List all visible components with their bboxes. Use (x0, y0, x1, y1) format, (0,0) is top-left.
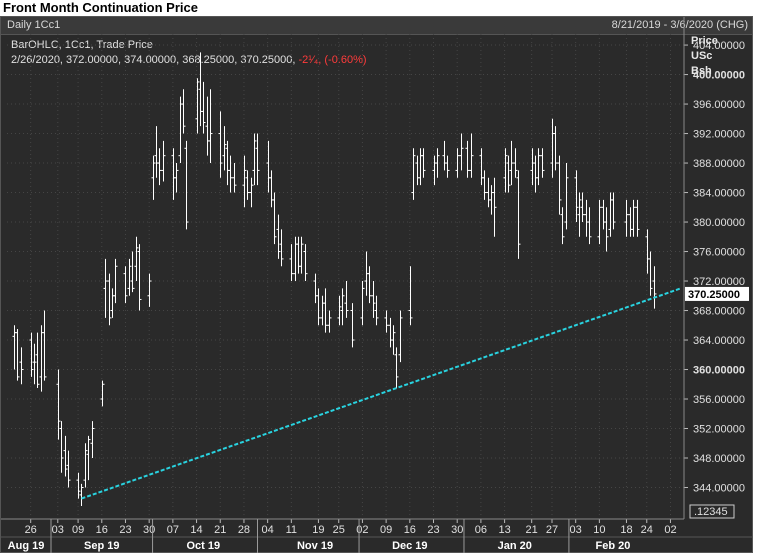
axis-unit-label: Price USc Bsh (691, 34, 718, 79)
legend-ohlc-values: 2/26/2020, 372.00000, 374.00000, 368.250… (11, 54, 296, 66)
legend-change: -2¹⁄₄, (-0.60%) (298, 54, 367, 66)
date-range-label: 8/21/2019 - 3/6/2020 (CHG) (611, 19, 748, 31)
axis-unit-line: Bsh (691, 65, 712, 77)
legend-values: 2/26/2020, 372.00000, 374.00000, 368.250… (11, 54, 367, 66)
legend-series-label: BarOHLC, 1Cc1, Trade Price (11, 39, 153, 51)
axis-unit-line: USc (691, 50, 713, 62)
chart-header-bar: Daily 1Cc1 8/21/2019 - 3/6/2020 (CHG) (1, 17, 752, 35)
instrument-label: Daily 1Cc1 (7, 19, 61, 31)
chart-panel[interactable]: Daily 1Cc1 8/21/2019 - 3/6/2020 (CHG) Ba… (0, 16, 753, 553)
axis-unit-line: Price (691, 35, 718, 47)
window-title: Front Month Continuation Price (3, 0, 198, 15)
